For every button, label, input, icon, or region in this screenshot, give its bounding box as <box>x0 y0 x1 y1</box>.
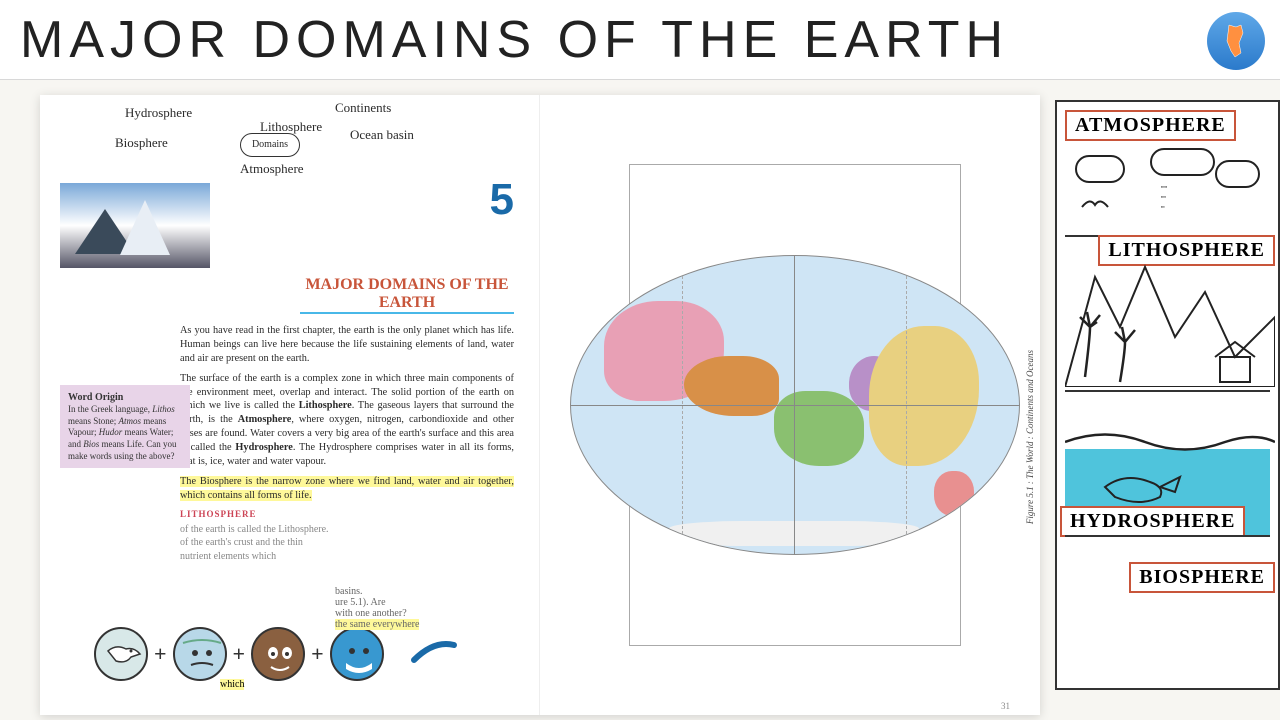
textbook-spread: Hydrosphere Continents Lithosphere Ocean… <box>40 95 1040 715</box>
term: Bios <box>83 439 99 449</box>
mindmap-diagram: Hydrosphere Continents Lithosphere Ocean… <box>140 105 514 175</box>
mountain-photo <box>60 183 210 268</box>
page-title: MAJOR DOMAINS OF THE EARTH <box>20 10 1009 70</box>
obscured-text: basins. ure 5.1). Are with one another? … <box>335 586 419 630</box>
left-page: Hydrosphere Continents Lithosphere Ocean… <box>40 95 540 715</box>
header-bar: MAJOR DOMAINS OF THE EARTH <box>0 0 1280 80</box>
mindmap-node: Biosphere <box>115 135 168 151</box>
poster-lithosphere: LITHOSPHERE <box>1065 235 1270 390</box>
grid-line <box>906 256 907 554</box>
text: basins. <box>335 586 363 597</box>
world-map <box>570 255 1020 555</box>
cloud-icon <box>1215 160 1260 188</box>
text: with one another? <box>335 608 407 619</box>
term: Hudor <box>99 427 123 437</box>
mindmap-node: Continents <box>335 100 391 116</box>
text: of the earth is called the Lithosphere. <box>180 524 329 535</box>
label-biosphere: BIOSPHERE <box>1129 562 1275 593</box>
cloud-icon <box>1150 148 1215 176</box>
obscured-text: of the earth is called the Lithosphere. … <box>180 523 514 564</box>
right-page: Figure 5.1 : The World : Continents and … <box>540 95 1040 715</box>
mountain-scene-icon <box>1065 237 1275 387</box>
plus-icon: + <box>154 641 167 667</box>
poster-biosphere: BIOSPHERE <box>1065 535 1270 635</box>
map-caption: Figure 5.1 : The World : Continents and … <box>1025 350 1035 524</box>
term-hydrosphere: Hydrosphere <box>235 442 292 453</box>
para-1: As you have read in the first chapter, t… <box>180 324 514 366</box>
term-atmosphere: Atmosphere <box>238 414 292 425</box>
label-hydrosphere: HYDROSPHERE <box>1060 506 1245 537</box>
text: In the Greek language, <box>68 404 152 414</box>
mindmap-node: Atmosphere <box>240 161 304 177</box>
text: the same everywhere <box>335 619 419 630</box>
mindmap-node: Ocean basin <box>350 127 414 143</box>
continent-asia <box>869 326 979 466</box>
term: Lithos <box>152 404 175 414</box>
text: ure 5.1). Are <box>335 597 386 608</box>
sphere-icon-air <box>173 627 227 681</box>
sphere-icon-earth <box>251 627 305 681</box>
sphere-icons-overlay: + + + <box>90 623 388 685</box>
lithosphere-heading: LITHOSPHERE <box>180 509 514 519</box>
text: which <box>220 679 244 690</box>
plus-icon: + <box>233 641 246 667</box>
label-atmosphere: ATMOSPHERE <box>1065 110 1236 141</box>
poster-atmosphere: ATMOSPHERE · · · · ·· · · ·· · · <box>1065 110 1270 235</box>
mindmap-center: Domains <box>240 133 300 157</box>
word-origin-title: Word Origin <box>68 391 182 404</box>
sphere-icon-bird <box>94 627 148 681</box>
plus-icon: + <box>311 641 324 667</box>
poster-hydrosphere: HYDROSPHERE <box>1065 390 1270 535</box>
marker-stroke-icon <box>409 635 459 665</box>
text: of the earth's crust and the thin <box>180 537 303 548</box>
text: means Stone; <box>68 416 119 426</box>
continent-australia <box>934 471 974 516</box>
obscured-text: which <box>220 679 244 690</box>
mindmap-node: Hydrosphere <box>125 105 192 121</box>
term: Atmos <box>119 416 142 426</box>
term-lithosphere: Lithosphere <box>299 400 352 411</box>
domains-poster: ATMOSPHERE · · · · ·· · · ·· · · LITHOSP… <box>1055 100 1280 690</box>
chapter-number: 5 <box>490 175 514 225</box>
para-3: The Biosphere is the narrow zone where w… <box>180 475 514 503</box>
grid-line <box>682 256 683 554</box>
para-2: The surface of the earth is a complex zo… <box>180 372 514 469</box>
highlighted-biosphere-text: The Biosphere is the narrow zone where w… <box>180 476 514 501</box>
word-origin-box: Word Origin In the Greek language, Litho… <box>60 385 190 468</box>
page-number: 31 <box>1001 701 1010 711</box>
continent-africa <box>774 391 864 466</box>
india-logo-icon <box>1207 12 1265 70</box>
bird-icon <box>1080 195 1110 220</box>
text: nutrient elements which <box>180 551 276 562</box>
cloud-icon <box>1075 155 1125 183</box>
chapter-title: MAJOR DOMAINS OF THE EARTH <box>300 276 514 314</box>
meridian-line <box>571 405 1019 406</box>
rain-icon: · · · · ·· · · ·· · · <box>1160 182 1166 212</box>
sphere-icon-water <box>330 627 384 681</box>
continent-south-america <box>684 356 779 416</box>
